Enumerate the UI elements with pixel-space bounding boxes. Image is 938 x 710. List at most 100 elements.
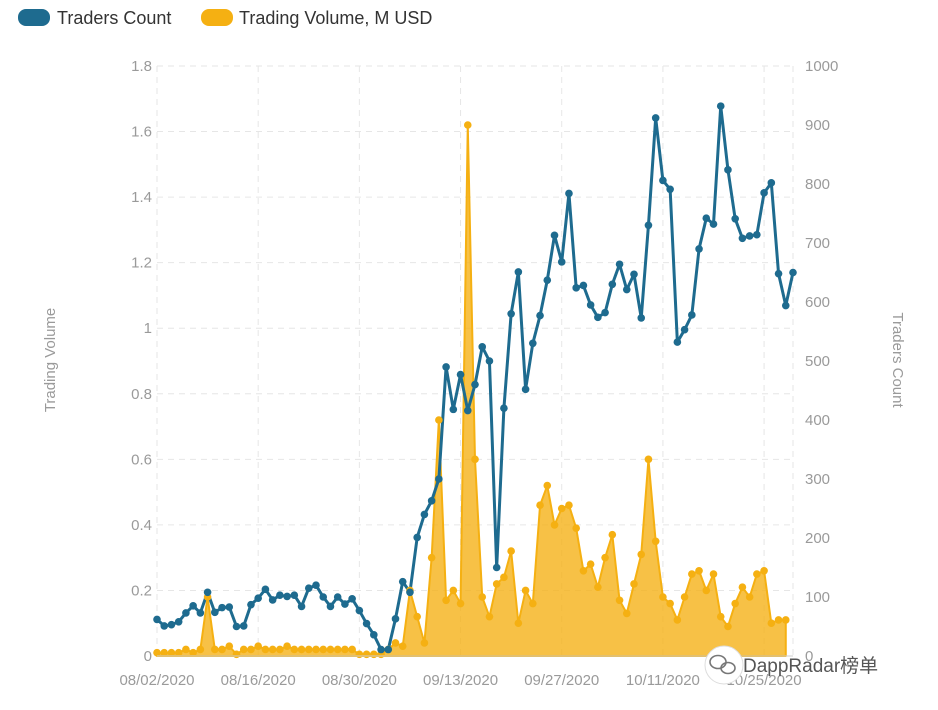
point-trading-volume — [738, 583, 747, 591]
point-traders-count — [420, 510, 429, 519]
point-trading-volume — [536, 501, 544, 510]
point-trading-volume — [312, 645, 320, 654]
point-trading-volume — [261, 645, 270, 654]
point-traders-count — [398, 577, 407, 586]
y-right-tick-label: 200 — [805, 530, 830, 547]
point-traders-count — [449, 405, 458, 414]
point-traders-count — [471, 380, 479, 389]
wechat-icon — [709, 654, 736, 675]
y-right-tick-label: 700 — [805, 235, 830, 252]
y-right-tick-label: 800 — [805, 176, 830, 193]
point-trading-volume — [290, 645, 299, 654]
point-trading-volume — [709, 570, 718, 578]
point-traders-count — [601, 308, 609, 317]
point-trading-volume — [745, 593, 754, 601]
y-left-tick-label: 0.8 — [131, 386, 152, 403]
point-trading-volume — [167, 648, 176, 657]
point-trading-volume — [413, 612, 421, 621]
legend-item-traders-count[interactable]: Traders Count — [18, 8, 171, 28]
point-traders-count — [261, 585, 270, 594]
watermark-text: DappRadar榜单 — [743, 655, 878, 677]
point-traders-count — [543, 276, 552, 284]
point-trading-volume — [716, 612, 725, 621]
point-traders-count — [622, 285, 631, 294]
watermark: DappRadar榜单 — [704, 645, 878, 685]
point-traders-count — [753, 230, 761, 239]
legend-item-trading-volume[interactable]: Trading Volume, M USD — [201, 8, 432, 28]
point-traders-count — [427, 497, 436, 505]
point-traders-count — [153, 615, 161, 624]
y-left-tick-label: 0.6 — [131, 451, 152, 468]
point-trading-volume — [370, 650, 378, 659]
y-left-tick-label: 0 — [144, 648, 152, 665]
point-traders-count — [507, 310, 515, 318]
point-traders-count — [225, 603, 234, 611]
point-trading-volume — [760, 566, 768, 575]
point-trading-volume — [391, 639, 400, 647]
point-trading-volume — [449, 586, 458, 595]
point-trading-volume — [492, 580, 501, 588]
point-trading-volume — [507, 547, 515, 555]
y-right-tick-label: 600 — [805, 294, 830, 311]
y-left-tick-label: 1.8 — [131, 58, 152, 75]
point-traders-count — [174, 617, 183, 626]
point-traders-count — [319, 593, 328, 601]
data-points-layer — [153, 102, 797, 659]
point-trading-volume — [594, 583, 602, 591]
point-traders-count — [391, 615, 400, 623]
y-left-tick-label: 0.4 — [131, 517, 152, 534]
point-trading-volume — [644, 455, 653, 464]
point-trading-volume — [774, 616, 783, 624]
point-trading-volume — [268, 645, 277, 654]
point-trading-volume — [225, 642, 234, 650]
point-traders-count — [651, 114, 660, 122]
point-trading-volume — [529, 599, 537, 608]
point-traders-count — [738, 234, 747, 243]
point-trading-volume — [565, 501, 573, 510]
point-traders-count — [355, 606, 364, 615]
point-traders-count — [586, 301, 595, 309]
point-traders-count — [167, 620, 176, 629]
point-trading-volume — [239, 645, 248, 654]
point-trading-volume — [615, 596, 624, 605]
point-trading-volume — [174, 648, 183, 657]
point-traders-count — [709, 220, 718, 228]
point-traders-count — [196, 609, 205, 617]
point-trading-volume — [673, 616, 682, 624]
y-left-tick-label: 1 — [144, 320, 152, 337]
y-right-tick-label: 500 — [805, 353, 830, 370]
point-traders-count — [615, 260, 624, 269]
point-traders-count — [594, 313, 602, 322]
point-trading-volume — [196, 645, 205, 654]
x-tick-label: 09/13/2020 — [423, 672, 498, 689]
point-traders-count — [341, 600, 349, 608]
point-traders-count — [630, 270, 638, 279]
y-right-tick-label: 300 — [805, 471, 830, 488]
point-trading-volume — [189, 648, 197, 657]
point-traders-count — [767, 179, 776, 187]
point-trading-volume — [579, 566, 588, 575]
point-traders-count — [211, 608, 219, 617]
point-trading-volume — [420, 639, 429, 647]
point-trading-volume — [622, 609, 631, 618]
point-traders-count — [384, 645, 393, 654]
y-axis-right-title: Traders Count — [889, 312, 906, 408]
point-trading-volume — [304, 645, 313, 654]
point-traders-count — [435, 475, 443, 483]
y-right-tick-label: 900 — [805, 117, 830, 134]
point-traders-count — [760, 189, 768, 197]
point-trading-volume — [283, 642, 291, 650]
point-traders-count — [218, 603, 226, 612]
point-trading-volume — [211, 645, 219, 654]
point-trading-volume — [586, 560, 595, 569]
point-traders-count — [572, 284, 580, 292]
point-traders-count — [731, 215, 739, 223]
point-trading-volume — [702, 586, 711, 595]
point-traders-count — [478, 343, 487, 351]
point-traders-count — [485, 357, 494, 365]
point-trading-volume — [153, 648, 161, 657]
x-tick-label: 08/02/2020 — [119, 672, 194, 689]
point-traders-count — [637, 314, 646, 322]
point-traders-count — [333, 593, 342, 601]
